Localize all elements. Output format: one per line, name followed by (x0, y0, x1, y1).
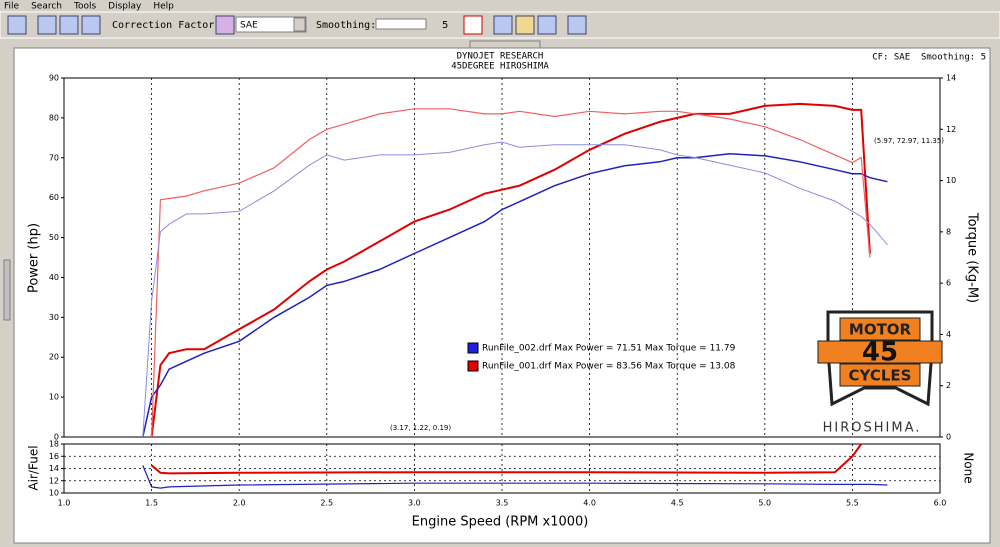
menu-item[interactable]: Tools (73, 2, 96, 12)
y2-tick-label: 12 (946, 125, 956, 134)
series-line (142, 465, 888, 489)
y2-tick-label: 2 (946, 381, 951, 390)
logo-caption: HIROSHIMA. (823, 421, 922, 436)
y-tick-label: 10 (49, 393, 59, 402)
tool-icon[interactable] (7, 15, 27, 35)
afr-axis-label: Air/Fuel (27, 445, 41, 490)
tool-icon[interactable] (515, 15, 535, 35)
y-axis-label: Power (hp) (27, 223, 42, 293)
tool-icon[interactable] (59, 15, 79, 35)
x-tick-label: 5.0 (758, 499, 771, 508)
y2-tick-label: 0 (946, 433, 951, 442)
y2-tick-label: 6 (946, 279, 951, 288)
logo: MOTOR 45 CYCLES HIROSHIMA. (817, 310, 943, 436)
y-tick-label: 80 (49, 113, 59, 122)
correction-select[interactable] (235, 16, 307, 33)
x-tick-label: 1.5 (145, 499, 158, 508)
tool-icon[interactable] (537, 15, 557, 35)
series-line (151, 108, 871, 438)
menu-item[interactable]: Help (153, 2, 174, 12)
menu-bar (0, 0, 1000, 12)
y-tick-label: 18 (49, 440, 59, 449)
chart-subtitle: 45DEGREE HIROSHIMA (451, 62, 549, 72)
smoothing-value: 5 (442, 20, 448, 31)
y-tick-label: 20 (49, 353, 59, 362)
logo-top: MOTOR (849, 321, 912, 339)
y2-tick-label: 8 (946, 227, 951, 236)
tool-icon[interactable] (463, 15, 483, 35)
legend-label: RunFile_001.drf Max Power = 83.56 Max To… (482, 362, 736, 372)
series-line (150, 102, 871, 438)
logo-bar (817, 340, 943, 364)
y-tick-label: 0 (54, 433, 59, 442)
splitter-top[interactable] (469, 40, 541, 49)
y-tick-label: 12 (49, 476, 59, 485)
tool-icon[interactable] (81, 15, 101, 35)
splitter[interactable] (3, 259, 11, 321)
correction-value: SAE (240, 21, 258, 31)
x-tick-label: 3.5 (496, 499, 509, 508)
y-tick-label: 70 (49, 153, 59, 162)
series-line (150, 443, 863, 475)
tool-icon[interactable] (567, 15, 587, 35)
y-tick-label: 30 (49, 313, 59, 322)
tool-icon[interactable] (37, 15, 57, 35)
y-tick-label: 14 (49, 464, 59, 473)
x-tick-label: 5.5 (846, 499, 859, 508)
y-tick-label: 40 (49, 273, 59, 282)
y2-tick-label: 10 (946, 176, 956, 185)
afr-y2-label: None (962, 452, 976, 483)
legend-swatch (467, 342, 479, 354)
smoothing-label: Smoothing: (316, 20, 376, 31)
tool-icon[interactable] (215, 15, 235, 35)
logo-band (839, 317, 921, 341)
y-tick-label: 50 (49, 233, 59, 242)
x-tick-label: 4.5 (671, 499, 684, 508)
y-tick-label: 60 (49, 193, 59, 202)
legend-label: RunFile_002.drf Max Power = 71.51 Max To… (482, 344, 736, 354)
x-tick-label: 6.0 (934, 499, 947, 508)
legend-swatch (467, 360, 479, 372)
header-right: CF: SAE Smoothing: 5 (872, 53, 986, 63)
select-arrow[interactable] (293, 17, 306, 32)
logo-band (839, 363, 921, 387)
y-tick-label: 16 (49, 452, 59, 461)
x-tick-label: 2.5 (320, 499, 333, 508)
series-line (142, 141, 888, 438)
x-tick-label: 4.0 (583, 499, 596, 508)
chart-title: DYNOJET RESEARCH (457, 52, 544, 62)
x-tick-label: 1.0 (58, 499, 71, 508)
y2-tick-label: 4 (946, 330, 951, 339)
menu-item[interactable]: Search (31, 2, 62, 12)
annotation: (3.17, 1.22, 0.19) (390, 424, 451, 432)
x-tick-label: 3.0 (408, 499, 421, 508)
correction-label: Correction Factor: (112, 20, 220, 31)
annotation: (5.97, 72.97, 11.35) (874, 137, 944, 145)
x-tick-label: 2.0 (233, 499, 246, 508)
x-axis-label: Engine Speed (RPM x1000) (412, 515, 589, 530)
menu-item[interactable]: File (4, 2, 20, 12)
y-tick-label: 10 (49, 489, 59, 498)
smoothing-slider[interactable] (375, 18, 427, 30)
y-tick-label: 90 (49, 74, 59, 83)
menu-item[interactable]: Display (108, 2, 142, 12)
logo-number: 45 (862, 338, 898, 368)
y2-axis-label: Torque (Kg-M) (965, 212, 980, 303)
logo-bottom: CYCLES (849, 367, 912, 385)
y2-tick-label: 14 (946, 74, 956, 83)
series-line (142, 153, 888, 438)
tool-icon[interactable] (493, 15, 513, 35)
